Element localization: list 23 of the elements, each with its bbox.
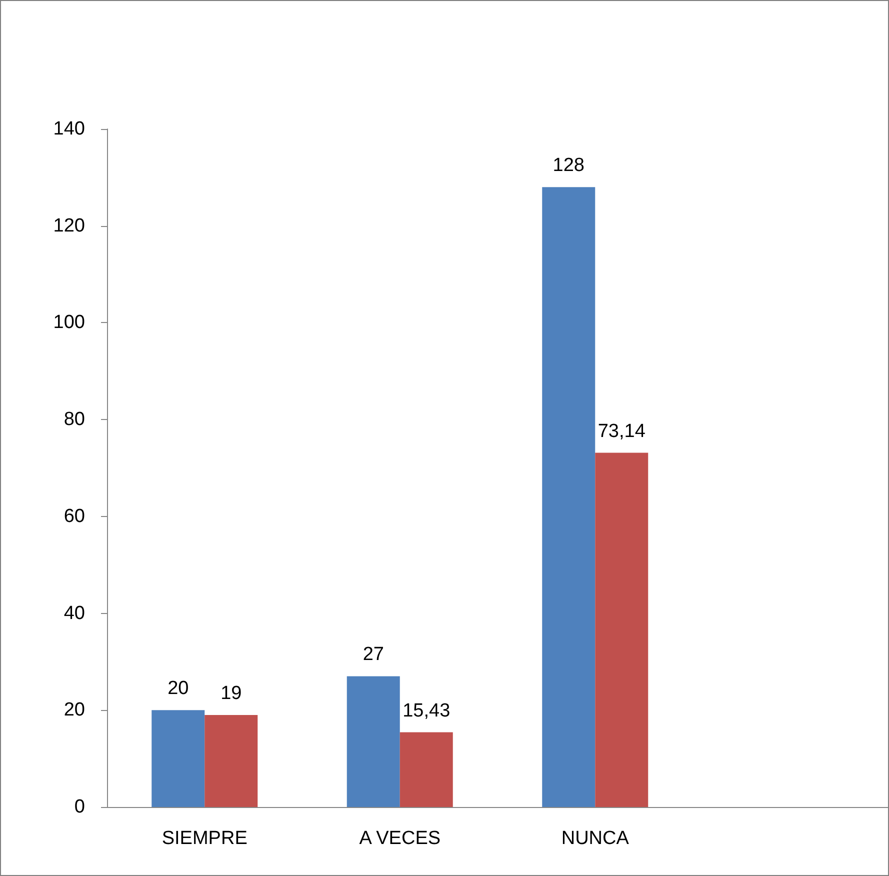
data-label: 27 [362, 644, 384, 666]
data-label: 73,14 [598, 420, 646, 442]
y-tick-label: 60 [64, 506, 85, 527]
data-label: 19 [220, 682, 242, 704]
x-tick-label: NUNCA [561, 828, 630, 849]
data-label: 128 [552, 155, 584, 176]
y-tick-label: 100 [53, 312, 85, 334]
y-tick-label: 120 [53, 215, 85, 236]
bar [542, 187, 596, 807]
bar [595, 452, 648, 807]
y-tick-label: 0 [74, 796, 85, 818]
data-label: 20 [168, 678, 189, 700]
x-tick-label: A VECES [359, 828, 441, 849]
x-tick-label: SIEMPRE [162, 828, 248, 849]
y-tick-label: 140 [53, 118, 85, 140]
y-tick-label: 20 [64, 700, 85, 721]
bar [152, 710, 205, 807]
data-label: 15,43 [402, 700, 450, 722]
y-tick-label: 40 [64, 602, 85, 624]
bar [204, 714, 258, 807]
y-tick-label: 80 [64, 409, 85, 430]
bar [400, 732, 453, 807]
bar [346, 676, 400, 807]
